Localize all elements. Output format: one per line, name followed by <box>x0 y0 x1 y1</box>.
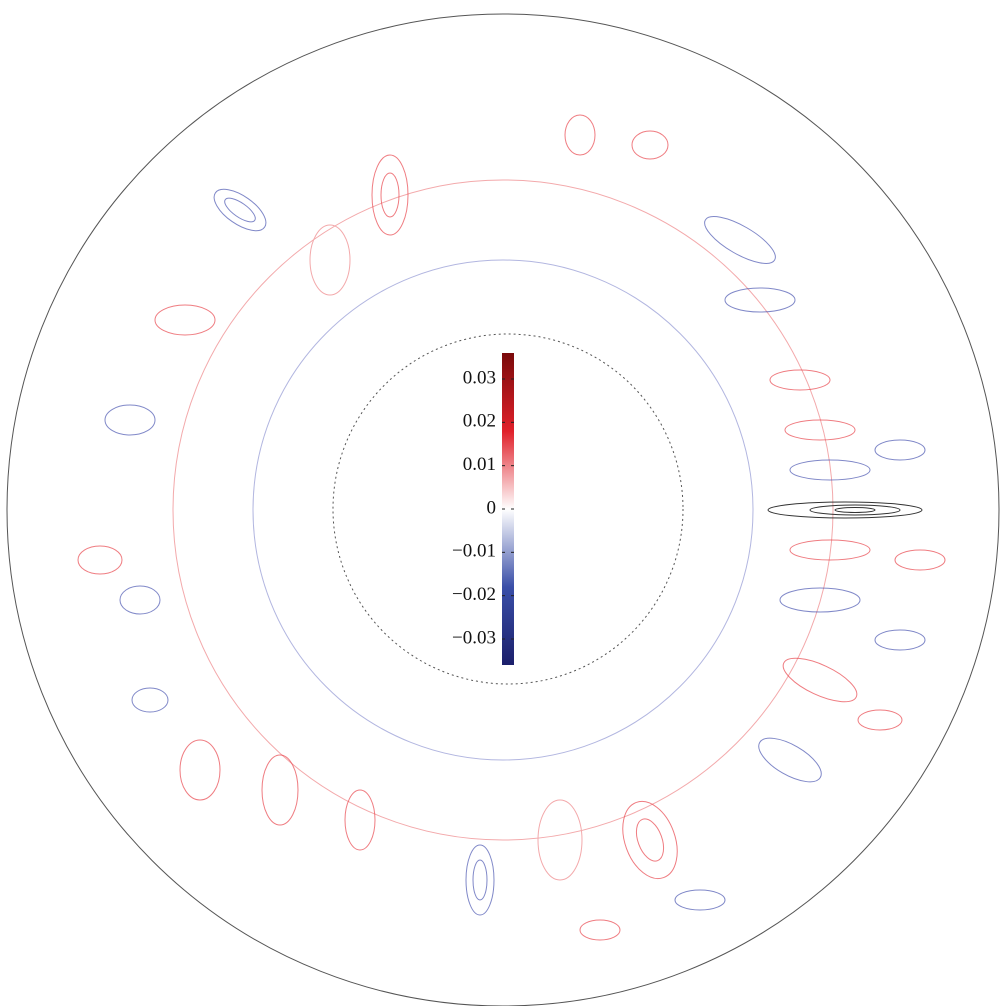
colorbar-tick-label: 0.03 <box>463 367 496 388</box>
colorbar-tick-label: −0.02 <box>452 584 496 605</box>
figure: 0.03 0.02 0.01 0 −0.01 −0.02 −0.03 <box>0 0 1001 1006</box>
colorbar-tick-label: 0.01 <box>463 454 496 475</box>
source-marker <box>768 502 922 518</box>
colorbar-tick-label: 0.02 <box>463 411 496 432</box>
colorbar-tick-label: −0.03 <box>452 627 496 648</box>
colorbar-tick-label: 0 <box>487 497 497 518</box>
colorbar-tick-label: −0.01 <box>452 541 496 562</box>
